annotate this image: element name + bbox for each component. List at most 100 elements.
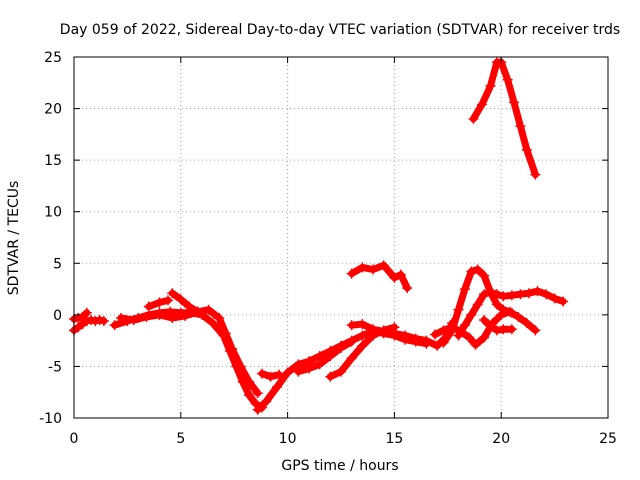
series-arc-15 (429, 306, 541, 350)
data-point (472, 299, 483, 310)
data-point (502, 74, 513, 85)
data-point (400, 330, 411, 341)
series-trace (168, 289, 202, 316)
data-point (77, 311, 88, 322)
data-point (491, 289, 502, 300)
series-trace (469, 58, 539, 179)
y-tick-label: 15 (44, 153, 62, 169)
data-point (466, 266, 477, 277)
data-point (378, 326, 389, 337)
y-axis-label: SDTVAR / TECUs (6, 181, 22, 296)
data-point (455, 326, 466, 337)
series-arc-17 (468, 57, 541, 180)
data-point (175, 294, 186, 305)
data-point (491, 325, 502, 336)
data-point (509, 97, 520, 108)
data-point (368, 324, 379, 335)
data-point (498, 291, 509, 302)
data-point (346, 353, 357, 364)
data-point (506, 290, 517, 301)
series-arc-9 (256, 368, 285, 382)
y-tick-label: 10 (44, 205, 62, 221)
data-point (429, 329, 440, 340)
data-point (180, 310, 191, 321)
series-arc-6 (167, 288, 203, 317)
data-point (184, 301, 195, 312)
data-point (303, 363, 314, 374)
data-point (90, 316, 101, 327)
series-arc-14 (453, 286, 569, 341)
axis-ticks (73, 56, 609, 419)
data-point (325, 371, 336, 382)
data-point (252, 388, 263, 399)
series-arc-1 (69, 315, 109, 336)
data-point (81, 307, 92, 318)
data-point (558, 296, 569, 307)
data-point (485, 287, 496, 298)
data-point (530, 325, 541, 336)
data-point (453, 304, 464, 315)
y-tick-label: -5 (48, 359, 62, 375)
data-point (466, 309, 477, 320)
y-tick-label: 0 (53, 308, 62, 324)
data-point (207, 318, 218, 329)
series-arc-2 (69, 307, 92, 324)
data-point (336, 342, 346, 353)
data-point (154, 309, 165, 320)
data-point (214, 312, 225, 323)
data-point (549, 293, 560, 304)
data-point (459, 284, 470, 295)
data-point (265, 371, 276, 382)
data-point (378, 260, 389, 271)
data-point (479, 270, 490, 281)
x-tick-label: 5 (176, 431, 185, 447)
series-arc-5 (143, 295, 173, 312)
data-point (220, 328, 231, 339)
series-arc-12 (346, 260, 413, 294)
data-point (167, 312, 178, 323)
data-point (357, 319, 368, 330)
data-point (464, 332, 475, 343)
data-point (421, 335, 432, 346)
x-tick-label: 0 (70, 431, 79, 447)
data-point (94, 315, 105, 326)
data-point (459, 320, 470, 331)
data-point (293, 366, 304, 377)
data-point (479, 332, 490, 343)
y-tick-label: 5 (53, 256, 62, 272)
data-point (432, 340, 443, 351)
data-point (244, 390, 255, 401)
data-point (128, 315, 139, 326)
data-point (521, 144, 532, 155)
data-point (541, 289, 552, 300)
data-point (515, 121, 526, 132)
data-point (86, 315, 97, 326)
chart-title: Day 059 of 2022, Sidereal Day-to-day VTE… (60, 22, 620, 38)
data-point (470, 339, 481, 350)
data-point (523, 288, 534, 299)
data-point (325, 351, 336, 362)
data-point (479, 315, 490, 326)
data-point (389, 272, 400, 283)
y-tick-label: 25 (44, 50, 62, 66)
data-point (476, 99, 487, 110)
data-point (109, 320, 120, 331)
data-point (244, 376, 255, 387)
data-point (141, 311, 152, 322)
data-point (485, 321, 496, 332)
data-point (506, 324, 517, 335)
data-point (410, 333, 421, 344)
x-tick-label: 15 (385, 431, 403, 447)
data-point (468, 113, 479, 124)
data-point (504, 306, 515, 317)
data-point (235, 361, 246, 372)
data-point (513, 311, 524, 322)
data-point (203, 304, 214, 315)
data-point (496, 309, 507, 320)
data-point (346, 320, 357, 331)
data-point (491, 299, 502, 310)
data-point (532, 286, 543, 297)
data-point (314, 359, 325, 370)
